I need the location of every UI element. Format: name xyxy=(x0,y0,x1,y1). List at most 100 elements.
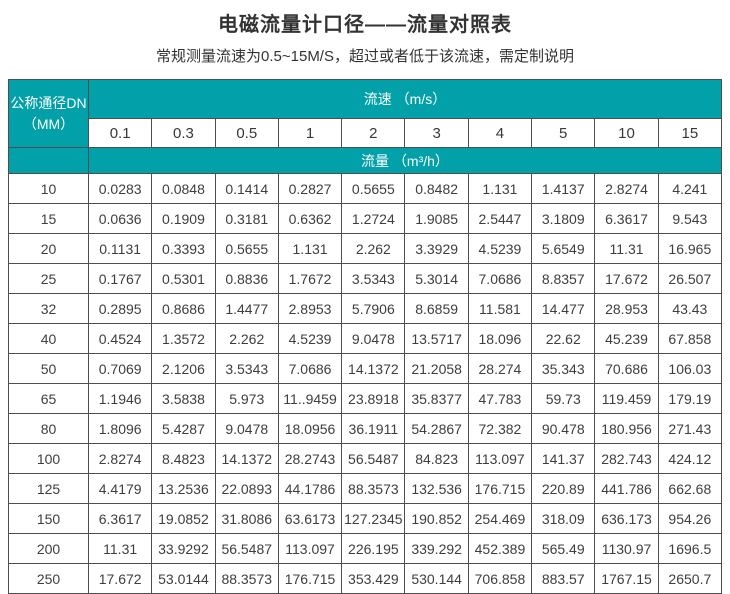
flow-value-cell: 2.8274 xyxy=(594,173,659,204)
flow-value-cell: 7.0686 xyxy=(277,353,343,384)
dn-cell: 125 xyxy=(8,473,89,504)
flow-value-cell: 11.581 xyxy=(467,293,533,324)
dn-cell: 15 xyxy=(8,203,89,234)
table-row: 150 6.3617 19.0852 31.8086 63.6173 127.2345 19… xyxy=(8,503,723,534)
flow-value-cell: 56.5487 xyxy=(341,443,406,474)
flow-value-cell: 8.8357 xyxy=(531,263,596,294)
flow-value-cell: 36.1911 xyxy=(341,413,406,444)
flow-value-cell: 0.1767 xyxy=(87,263,153,294)
dn-cell: 20 xyxy=(8,233,89,264)
dn-cell: 250 xyxy=(8,563,89,594)
table-row: 15 0.0636 0.1909 0.3181 0.6362 1.2724 1.9085 2.… xyxy=(8,203,723,234)
flow-value-cell: 318.09 xyxy=(531,503,596,534)
flow-value-cell: 565.49 xyxy=(531,533,596,564)
flow-value-cell: 6.3617 xyxy=(87,503,153,534)
dn-cell: 10 xyxy=(8,173,89,204)
flow-value-cell: 43.43 xyxy=(657,293,723,324)
flow-value-cell: 0.5655 xyxy=(341,173,406,204)
velocity-value-cell: 1 xyxy=(277,118,343,148)
flow-value-cell: 3.5838 xyxy=(151,383,216,414)
dn-cell: 65 xyxy=(8,383,89,414)
velocity-value-cell: 4 xyxy=(467,118,533,148)
dn-cell: 80 xyxy=(8,413,89,444)
flow-value-cell: 5.3014 xyxy=(404,263,469,294)
page-subtitle: 常规测量流速为0.5~15M/S，超过或者低于该流速，需定制说明 xyxy=(156,48,574,65)
flow-value-cell: 271.43 xyxy=(657,413,723,444)
flow-value-cell: 0.1414 xyxy=(214,173,279,204)
flow-value-cell: 179.19 xyxy=(657,383,723,414)
flow-value-cell: 0.3181 xyxy=(214,203,279,234)
flow-value-cell: 176.715 xyxy=(467,473,533,504)
flow-value-cell: 5.4287 xyxy=(151,413,216,444)
dn-cell: 150 xyxy=(8,503,89,534)
flow-value-cell: 1767.15 xyxy=(594,563,659,594)
flow-value-cell: 220.89 xyxy=(531,473,596,504)
flow-value-cell: 14.1372 xyxy=(341,353,406,384)
flow-value-cell: 54.2867 xyxy=(404,413,469,444)
flow-value-cell: 954.26 xyxy=(657,503,723,534)
flow-value-cell: 4.241 xyxy=(657,173,723,204)
flow-value-cell: 0.1909 xyxy=(151,203,216,234)
flow-value-cell: 9.0478 xyxy=(341,323,406,354)
flow-value-cell: 28.953 xyxy=(594,293,659,324)
flow-value-cell: 0.2895 xyxy=(87,293,153,324)
flow-value-cell: 53.0144 xyxy=(151,563,216,594)
table-row: 20 0.1131 0.3393 0.5655 1.131 2.262 3.3929 4.52… xyxy=(8,233,723,264)
flow-value-cell: 353.429 xyxy=(341,563,406,594)
flow-value-cell: 1.3572 xyxy=(151,323,216,354)
flow-value-cell: 0.5655 xyxy=(214,233,279,264)
flow-value-cell: 11.31 xyxy=(87,533,153,564)
flow-comparison-table: 公称通径DN （MM） 流速 （m/s） 0.1 0.3 0.5 1 2 3 4 5 10 15 … xyxy=(8,79,723,594)
flow-value-cell: 17.672 xyxy=(87,563,153,594)
flow-value-cell: 2650.7 xyxy=(657,563,723,594)
flow-value-cell: 424.12 xyxy=(657,443,723,474)
flow-value-cell: 5.973 xyxy=(214,383,279,414)
flow-value-cell: 141.37 xyxy=(531,443,596,474)
flow-value-cell: 35.8377 xyxy=(404,383,469,414)
flow-value-cell: 1.1946 xyxy=(87,383,153,414)
velocity-value-cell: 0.5 xyxy=(214,118,279,148)
velocity-value-cell: 2 xyxy=(341,118,406,148)
flow-value-cell: 45.239 xyxy=(594,323,659,354)
flow-value-cell: 1.2724 xyxy=(341,203,406,234)
flow-value-cell: 4.5239 xyxy=(277,323,343,354)
table-row: 250 17.672 53.0144 88.3573 176.715 353.429 530… xyxy=(8,563,723,594)
flow-value-cell: 3.1809 xyxy=(531,203,596,234)
flow-value-cell: 84.823 xyxy=(404,443,469,474)
flow-value-cell: 22.0893 xyxy=(214,473,279,504)
flow-value-cell: 13.2536 xyxy=(151,473,216,504)
flow-value-cell: 72.382 xyxy=(467,413,533,444)
flow-value-cell: 1.131 xyxy=(277,233,343,264)
page-title: 电磁流量计口径——流量对照表 xyxy=(218,14,512,36)
flow-value-cell: 13.5717 xyxy=(404,323,469,354)
flow-value-cell: 0.6362 xyxy=(277,203,343,234)
flow-value-cell: 19.0852 xyxy=(151,503,216,534)
flow-value-cell: 9.0478 xyxy=(214,413,279,444)
corner-header-dn: 公称通径DN （MM） xyxy=(8,79,89,148)
flow-value-cell: 3.5343 xyxy=(214,353,279,384)
flow-value-cell: 4.5239 xyxy=(467,233,533,264)
flow-value-cell: 226.195 xyxy=(341,533,406,564)
flow-value-cell: 452.389 xyxy=(467,533,533,564)
table-row: 40 0.4524 1.3572 2.262 4.5239 9.0478 13.5717 18… xyxy=(8,323,723,354)
flow-value-cell: 17.672 xyxy=(594,263,659,294)
velocity-label-row: 公称通径DN （MM） 流速 （m/s） xyxy=(8,79,722,148)
flow-value-cell: 18.0956 xyxy=(277,413,343,444)
flow-value-cell: 33.9292 xyxy=(151,533,216,564)
flow-value-cell: 3.5343 xyxy=(341,263,406,294)
flow-value-cell: 59.73 xyxy=(531,383,596,414)
flow-value-cell: 9.543 xyxy=(657,203,723,234)
flow-value-cell: 662.68 xyxy=(657,473,723,504)
flow-value-cell: 0.0848 xyxy=(151,173,216,204)
flow-value-cell: 2.1206 xyxy=(151,353,216,384)
flow-value-cell: 706.858 xyxy=(467,563,533,594)
table-row: 100 2.8274 8.4823 14.1372 28.2743 56.5487 84.8… xyxy=(8,443,723,474)
flow-value-cell: 16.965 xyxy=(657,233,723,264)
flow-value-cell: 26.507 xyxy=(657,263,723,294)
table-row: 50 0.7069 2.1206 3.5343 7.0686 14.1372 21.2058… xyxy=(8,353,723,384)
flow-value-cell: 67.858 xyxy=(657,323,723,354)
velocity-value-cell: 10 xyxy=(594,118,659,148)
flow-value-cell: 35.343 xyxy=(531,353,596,384)
flow-value-cell: 14.1372 xyxy=(214,443,279,474)
